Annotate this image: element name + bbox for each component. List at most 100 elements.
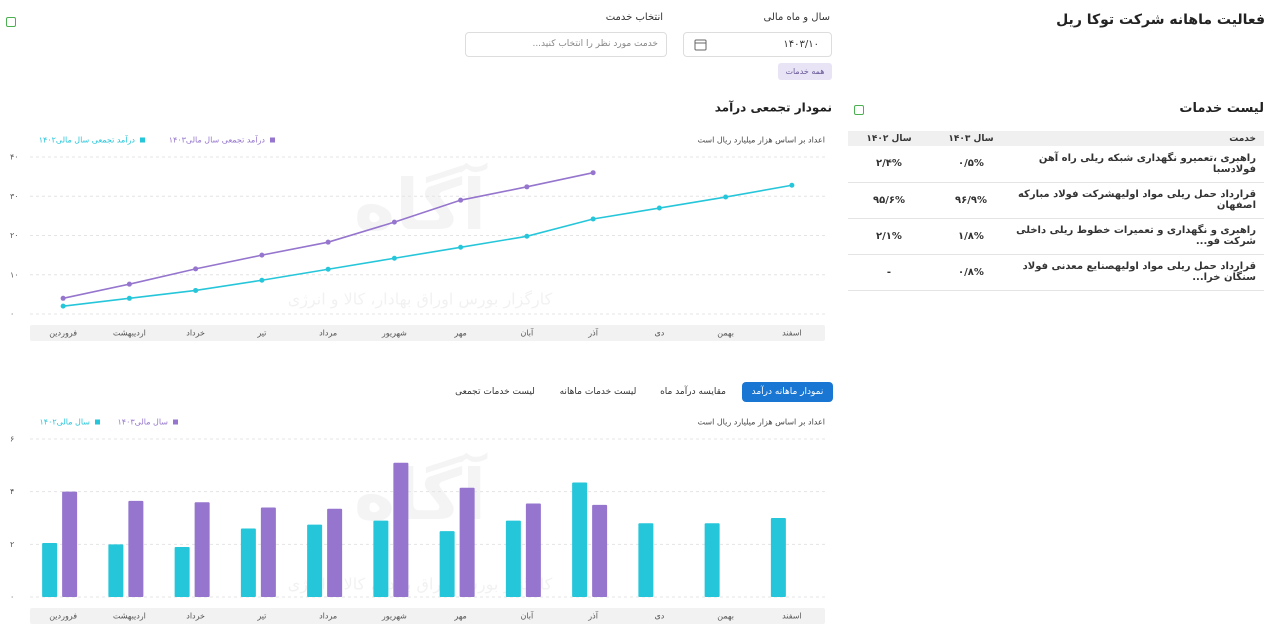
data-point <box>656 205 662 211</box>
x-tick-label: فروردین <box>49 612 77 621</box>
x-tick-label: شهریور <box>381 329 407 338</box>
watermark: آگاه <box>354 162 488 246</box>
x-tick-label: مهر <box>453 612 466 621</box>
service-select[interactable]: خدمت مورد نظر را انتخاب کنید... <box>465 32 667 57</box>
bar <box>525 503 541 597</box>
x-tick-label: مهر <box>453 329 466 338</box>
y-tick-label: ۶ <box>10 435 14 444</box>
bar <box>260 507 276 597</box>
bar <box>393 462 409 597</box>
y-tick-label: ۳۰ <box>10 192 19 201</box>
bar <box>505 520 521 597</box>
table-row: ۲/۴% ۰/۵% راهبری ،تعمیرو نگهداری شبکه ریلی… <box>848 146 1264 182</box>
cell: راهبری و نگهداری و تعمیرات خطوط ریلی داخ… <box>1016 225 1256 247</box>
x-tick-label: فروردین <box>49 329 77 338</box>
cell: ۹۶/۹% <box>955 194 987 206</box>
y-tick-label: ۰ <box>10 593 14 602</box>
x-tick-label: مرداد <box>319 329 337 338</box>
cell: - <box>886 266 892 278</box>
bar <box>174 546 190 597</box>
x-tick-label: خرداد <box>186 329 205 338</box>
bar <box>704 523 720 597</box>
tab[interactable]: لیست خدمات تجمعی <box>455 387 535 397</box>
legend-swatch <box>140 137 145 143</box>
charts: آگاه کارگزار بورس اوراق بهادار، کالا و ا… <box>10 100 832 624</box>
data-point <box>325 266 331 272</box>
x-tick-label: اسفند <box>782 329 802 338</box>
y-tick-label: ۴۰ <box>10 153 19 162</box>
data-point <box>325 239 331 245</box>
data-point <box>590 170 596 176</box>
table-row: ۹۵/۶% ۹۶/۹% قرارداد حمل ریلی مواد اولیهشرک… <box>848 182 1264 218</box>
data-point <box>193 287 199 293</box>
x-tick-label: اردیبهشت <box>113 612 146 621</box>
x-tick-label: بهمن <box>717 329 734 338</box>
export-icon[interactable] <box>854 105 864 115</box>
cell: ۰/۸% <box>958 266 984 278</box>
chart-title: نمودار تجمعی درآمد <box>715 100 832 116</box>
bar <box>307 524 323 597</box>
tab[interactable]: لیست خدمات ماهانه <box>559 387 637 397</box>
table-row: ۲/۱% ۱/۸% راهبری و نگهداری و تعمیرات خطوط … <box>848 218 1264 254</box>
table-row: - ۰/۸% قرارداد حمل ریلی مواد اولیهصنایع مع… <box>848 254 1264 290</box>
legend-swatch <box>270 137 275 143</box>
tab[interactable]: مقایسه درآمد ماه <box>660 387 726 397</box>
bar <box>373 520 389 597</box>
legend-label: درآمد تجمعی سال مالی۱۴۰۲ <box>39 135 136 145</box>
column-header: سال ۱۴۰۲ <box>866 133 912 144</box>
data-point <box>391 219 397 225</box>
cell: ۲/۴% <box>876 158 902 170</box>
data-point <box>126 295 132 301</box>
service-label: انتخاب خدمت <box>605 12 663 23</box>
period-value: ۱۴۰۳/۱۰ <box>783 39 819 50</box>
cell: ۲/۱% <box>876 230 902 242</box>
cell: ۹۵/۶% <box>873 194 905 206</box>
x-tick-label: آذر <box>587 611 598 621</box>
chip[interactable]: همه خدمات <box>778 63 832 80</box>
column-header: خدمت <box>1229 133 1256 144</box>
export-icon[interactable] <box>6 17 16 27</box>
column-header: سال ۱۴۰۳ <box>948 133 994 144</box>
calendar-icon <box>694 39 707 51</box>
x-tick-label: دی <box>654 329 664 338</box>
bar <box>108 544 124 597</box>
data-point <box>391 255 397 261</box>
watermark: کارگزار بورس اوراق بهادار، کالا و انرژی <box>288 290 553 310</box>
header-row: سال ۱۴۰۲ سال ۱۴۰۳ خدمت <box>848 131 1264 146</box>
services-table: سال ۱۴۰۲ سال ۱۴۰۳ خدمت ۲/۴% ۰/۵% راهبری ،تعمی… <box>848 131 1264 291</box>
series-line <box>62 171 594 300</box>
bar <box>128 500 144 597</box>
data-point <box>60 295 66 301</box>
bar <box>439 531 455 597</box>
chart-note: اعداد بر اساس هزار میلیارد ریال است <box>698 418 825 427</box>
data-point <box>458 244 464 250</box>
cell: قرارداد حمل ریلی مواد اولیهصنایع معدنی ف… <box>1022 261 1256 283</box>
bar <box>42 543 58 597</box>
x-tick-label: مرداد <box>319 612 337 621</box>
bar <box>62 491 78 597</box>
y-tick-label: ۱۰ <box>10 270 19 279</box>
period-label: سال و ماه مالی <box>763 12 830 23</box>
data-point <box>193 266 199 272</box>
legend-swatch <box>95 419 100 425</box>
x-tick-label: اسفند <box>782 612 802 621</box>
tab[interactable]: نمودار ماهانه درآمد <box>742 382 833 402</box>
x-tick-label: آبان <box>520 611 534 621</box>
series-line <box>63 184 793 307</box>
data-point <box>723 194 729 200</box>
x-tick-label: بهمن <box>717 612 734 621</box>
data-point <box>259 277 265 283</box>
period-input[interactable]: ۱۴۰۳/۱۰ <box>683 32 832 57</box>
bar <box>638 523 654 597</box>
page-title: فعالیت ماهانه شرکت توکا ریل <box>1056 12 1265 28</box>
x-tick-label: شهریور <box>381 612 407 621</box>
legend-label: سال مالی۱۴۰۳ <box>117 418 168 427</box>
data-point <box>60 303 66 309</box>
data-point <box>126 281 132 287</box>
legend-label: درآمد تجمعی سال مالی۱۴۰۳ <box>169 135 266 145</box>
watermark: کارگزار بورس اوراق بهادار، کالا و انرژی <box>288 575 553 595</box>
x-tick-label: آبان <box>520 328 534 338</box>
x-tick-label: خرداد <box>186 612 205 621</box>
x-tick-label: اردیبهشت <box>113 329 146 338</box>
